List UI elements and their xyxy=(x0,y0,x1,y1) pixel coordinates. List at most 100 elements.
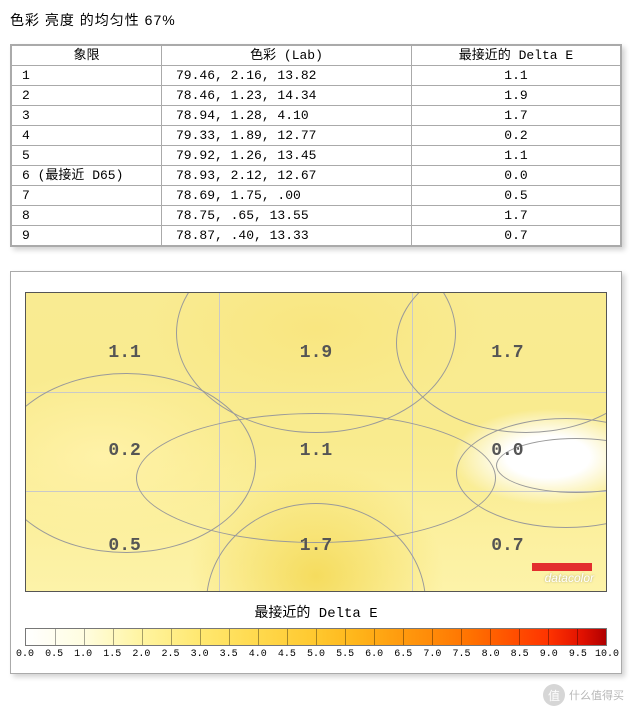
watermark-badge-icon: 值 xyxy=(543,684,565,706)
scale-division xyxy=(548,629,549,645)
uniformity-table: 象限 色彩 (Lab) 最接近的 Delta E 179.46, 2.16, 1… xyxy=(10,44,622,247)
cell-quadrant: 9 xyxy=(12,226,162,246)
heatmap-value: 1.7 xyxy=(491,343,523,363)
heatmap-value: 1.9 xyxy=(300,343,332,363)
datacolor-watermark: datacolor xyxy=(545,571,594,585)
watermark-text: 什么值得买 xyxy=(569,687,624,703)
cell-lab: 78.87, .40, 13.33 xyxy=(162,226,412,246)
col-delta: 最接近的 Delta E xyxy=(412,46,621,66)
scale-division xyxy=(461,629,462,645)
scale-tick: 6.0 xyxy=(365,649,383,660)
color-scale-bar xyxy=(25,628,607,646)
cell-lab: 78.94, 1.28, 4.10 xyxy=(162,106,412,126)
heatmap-value: 0.0 xyxy=(491,441,523,461)
heatmap-value: 0.5 xyxy=(108,536,140,556)
cell-lab: 79.33, 1.89, 12.77 xyxy=(162,126,412,146)
scale-tick: 5.5 xyxy=(336,649,354,660)
scale-division xyxy=(519,629,520,645)
table-row: 978.87, .40, 13.330.7 xyxy=(12,226,621,246)
scale-tick: 8.5 xyxy=(511,649,529,660)
heatmap: datacolor 1.1 1.9 1.7 0.2 1.1 0.0 0.5 1.7 0.7 xyxy=(25,292,607,592)
cell-delta: 0.5 xyxy=(412,186,621,206)
color-scale-ticks: 0.00.51.01.52.02.53.03.54.04.55.05.56.06… xyxy=(25,649,607,663)
scale-division xyxy=(345,629,346,645)
cell-lab: 78.93, 2.12, 12.67 xyxy=(162,166,412,186)
site-watermark: 值 什么值得买 xyxy=(543,684,624,706)
scale-division xyxy=(577,629,578,645)
scale-division xyxy=(287,629,288,645)
cell-lab: 78.69, 1.75, .00 xyxy=(162,186,412,206)
scale-tick: 5.0 xyxy=(307,649,325,660)
cell-delta: 0.7 xyxy=(412,226,621,246)
cell-delta: 0.0 xyxy=(412,166,621,186)
cell-quadrant: 3 xyxy=(12,106,162,126)
cell-lab: 79.46, 2.16, 13.82 xyxy=(162,66,412,86)
cell-quadrant: 1 xyxy=(12,66,162,86)
cell-delta: 1.7 xyxy=(412,206,621,226)
cell-quadrant: 2 xyxy=(12,86,162,106)
cell-lab: 78.46, 1.23, 14.34 xyxy=(162,86,412,106)
cell-delta: 1.1 xyxy=(412,66,621,86)
scale-tick: 7.5 xyxy=(452,649,470,660)
cell-delta: 1.9 xyxy=(412,86,621,106)
scale-tick: 0.0 xyxy=(16,649,34,660)
table-row: 878.75, .65, 13.551.7 xyxy=(12,206,621,226)
red-bar xyxy=(532,563,592,571)
scale-division xyxy=(229,629,230,645)
col-lab: 色彩 (Lab) xyxy=(162,46,412,66)
heatmap-panel: datacolor 1.1 1.9 1.7 0.2 1.1 0.0 0.5 1.7 0.7 最接… xyxy=(10,271,622,674)
table-row: 6 (最接近 D65)78.93, 2.12, 12.670.0 xyxy=(12,166,621,186)
scale-tick: 2.0 xyxy=(132,649,150,660)
scale-division xyxy=(490,629,491,645)
cell-delta: 1.1 xyxy=(412,146,621,166)
cell-quadrant: 7 xyxy=(12,186,162,206)
scale-division xyxy=(403,629,404,645)
scale-division xyxy=(316,629,317,645)
cell-lab: 78.75, .65, 13.55 xyxy=(162,206,412,226)
scale-division xyxy=(171,629,172,645)
table-row: 378.94, 1.28, 4.101.7 xyxy=(12,106,621,126)
scale-tick: 1.0 xyxy=(74,649,92,660)
scale-division xyxy=(113,629,114,645)
heatmap-value: 1.1 xyxy=(108,343,140,363)
contour-line xyxy=(136,413,496,543)
scale-tick: 9.5 xyxy=(569,649,587,660)
heatmap-value: 0.7 xyxy=(491,536,523,556)
scale-division xyxy=(432,629,433,645)
scale-tick: 9.0 xyxy=(540,649,558,660)
scale-tick: 7.0 xyxy=(423,649,441,660)
cell-lab: 79.92, 1.26, 13.45 xyxy=(162,146,412,166)
table-row: 778.69, 1.75, .000.5 xyxy=(12,186,621,206)
scale-division xyxy=(258,629,259,645)
table-row: 278.46, 1.23, 14.341.9 xyxy=(12,86,621,106)
cell-quadrant: 8 xyxy=(12,206,162,226)
scale-tick: 8.0 xyxy=(482,649,500,660)
scale-tick: 2.5 xyxy=(161,649,179,660)
cell-delta: 1.7 xyxy=(412,106,621,126)
cell-quadrant: 6 (最接近 D65) xyxy=(12,166,162,186)
cell-quadrant: 5 xyxy=(12,146,162,166)
scale-tick: 3.0 xyxy=(191,649,209,660)
scale-tick: 1.5 xyxy=(103,649,121,660)
heatmap-value: 0.2 xyxy=(108,441,140,461)
scale-tick: 6.5 xyxy=(394,649,412,660)
scale-tick: 3.5 xyxy=(220,649,238,660)
cell-delta: 0.2 xyxy=(412,126,621,146)
scale-division xyxy=(142,629,143,645)
heatmap-value: 1.7 xyxy=(300,536,332,556)
scale-tick: 4.0 xyxy=(249,649,267,660)
cell-quadrant: 4 xyxy=(12,126,162,146)
table-row: 479.33, 1.89, 12.770.2 xyxy=(12,126,621,146)
scale-tick: 4.5 xyxy=(278,649,296,660)
scale-tick: 0.5 xyxy=(45,649,63,660)
scale-division xyxy=(84,629,85,645)
table-row: 579.92, 1.26, 13.451.1 xyxy=(12,146,621,166)
heatmap-title: 最接近的 Delta E xyxy=(25,602,607,622)
col-quadrant: 象限 xyxy=(12,46,162,66)
scale-division xyxy=(55,629,56,645)
scale-division xyxy=(200,629,201,645)
heatmap-value: 1.1 xyxy=(300,441,332,461)
page-title: 色彩 亮度 的均匀性 67% xyxy=(10,10,622,30)
table-row: 179.46, 2.16, 13.821.1 xyxy=(12,66,621,86)
scale-division xyxy=(374,629,375,645)
